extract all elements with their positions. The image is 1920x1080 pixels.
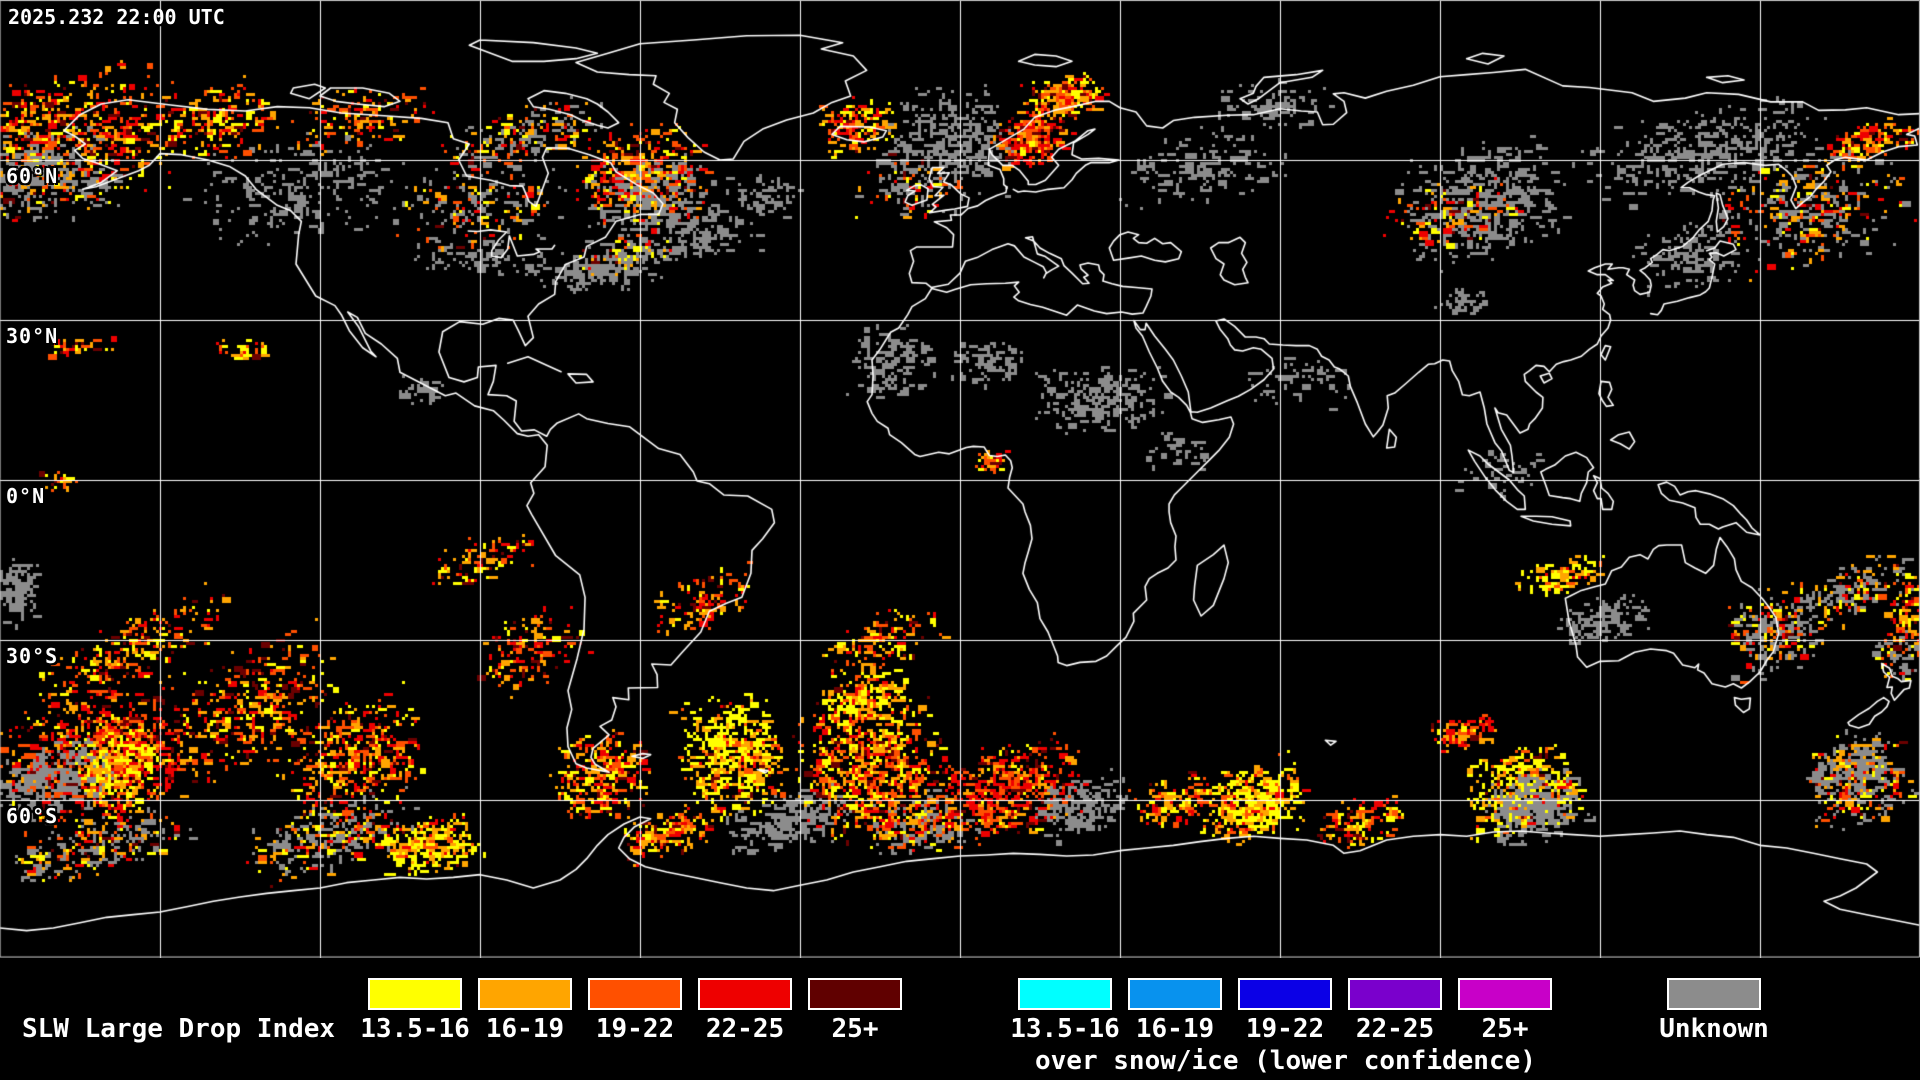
legend-swatch-snow-2 <box>1238 978 1332 1010</box>
lat-label-30n: 30°N <box>6 324 59 348</box>
legend-range-label: 25+ <box>1481 1014 1529 1044</box>
world-map-canvas <box>0 0 1920 958</box>
legend-bar: SLW Large Drop Index 13.5-16 16-19 19-22 22… <box>0 958 1920 1080</box>
legend-swatch-primary-3 <box>698 978 792 1010</box>
legend-range-label: Unknown <box>1659 1014 1769 1044</box>
lat-label-30s: 30°S <box>6 644 59 668</box>
legend-range-label: 19-22 <box>1245 1014 1325 1044</box>
legend-range-label: 22-25 <box>705 1014 785 1044</box>
lat-label-60s: 60°S <box>6 804 59 828</box>
legend-title: SLW Large Drop Index <box>22 1014 336 1044</box>
legend-swatch-primary-1 <box>478 978 572 1010</box>
timestamp-label: 2025.232 22:00 UTC <box>8 5 225 29</box>
legend-swatch-unknown-0 <box>1667 978 1761 1010</box>
legend-range-label: 16-19 <box>1135 1014 1215 1044</box>
legend-swatch-snow-4 <box>1458 978 1552 1010</box>
legend-range-label: 16-19 <box>485 1014 565 1044</box>
lat-label-60n: 60°N <box>6 164 59 188</box>
legend-range-label: 22-25 <box>1355 1014 1435 1044</box>
legend-range-label: 13.5-16 <box>360 1014 470 1044</box>
legend-swatch-primary-4 <box>808 978 902 1010</box>
legend-swatch-primary-2 <box>588 978 682 1010</box>
legend-range-label: 25+ <box>831 1014 879 1044</box>
legend-swatch-snow-1 <box>1128 978 1222 1010</box>
legend-swatch-primary-0 <box>368 978 462 1010</box>
legend-snow-ice-note: over snow/ice (lower confidence) <box>1035 1046 1536 1076</box>
legend-range-label: 19-22 <box>595 1014 675 1044</box>
lat-label-0n: 0°N <box>6 484 46 508</box>
legend-swatch-snow-0 <box>1018 978 1112 1010</box>
legend-swatch-snow-3 <box>1348 978 1442 1010</box>
legend-range-label: 13.5-16 <box>1010 1014 1120 1044</box>
